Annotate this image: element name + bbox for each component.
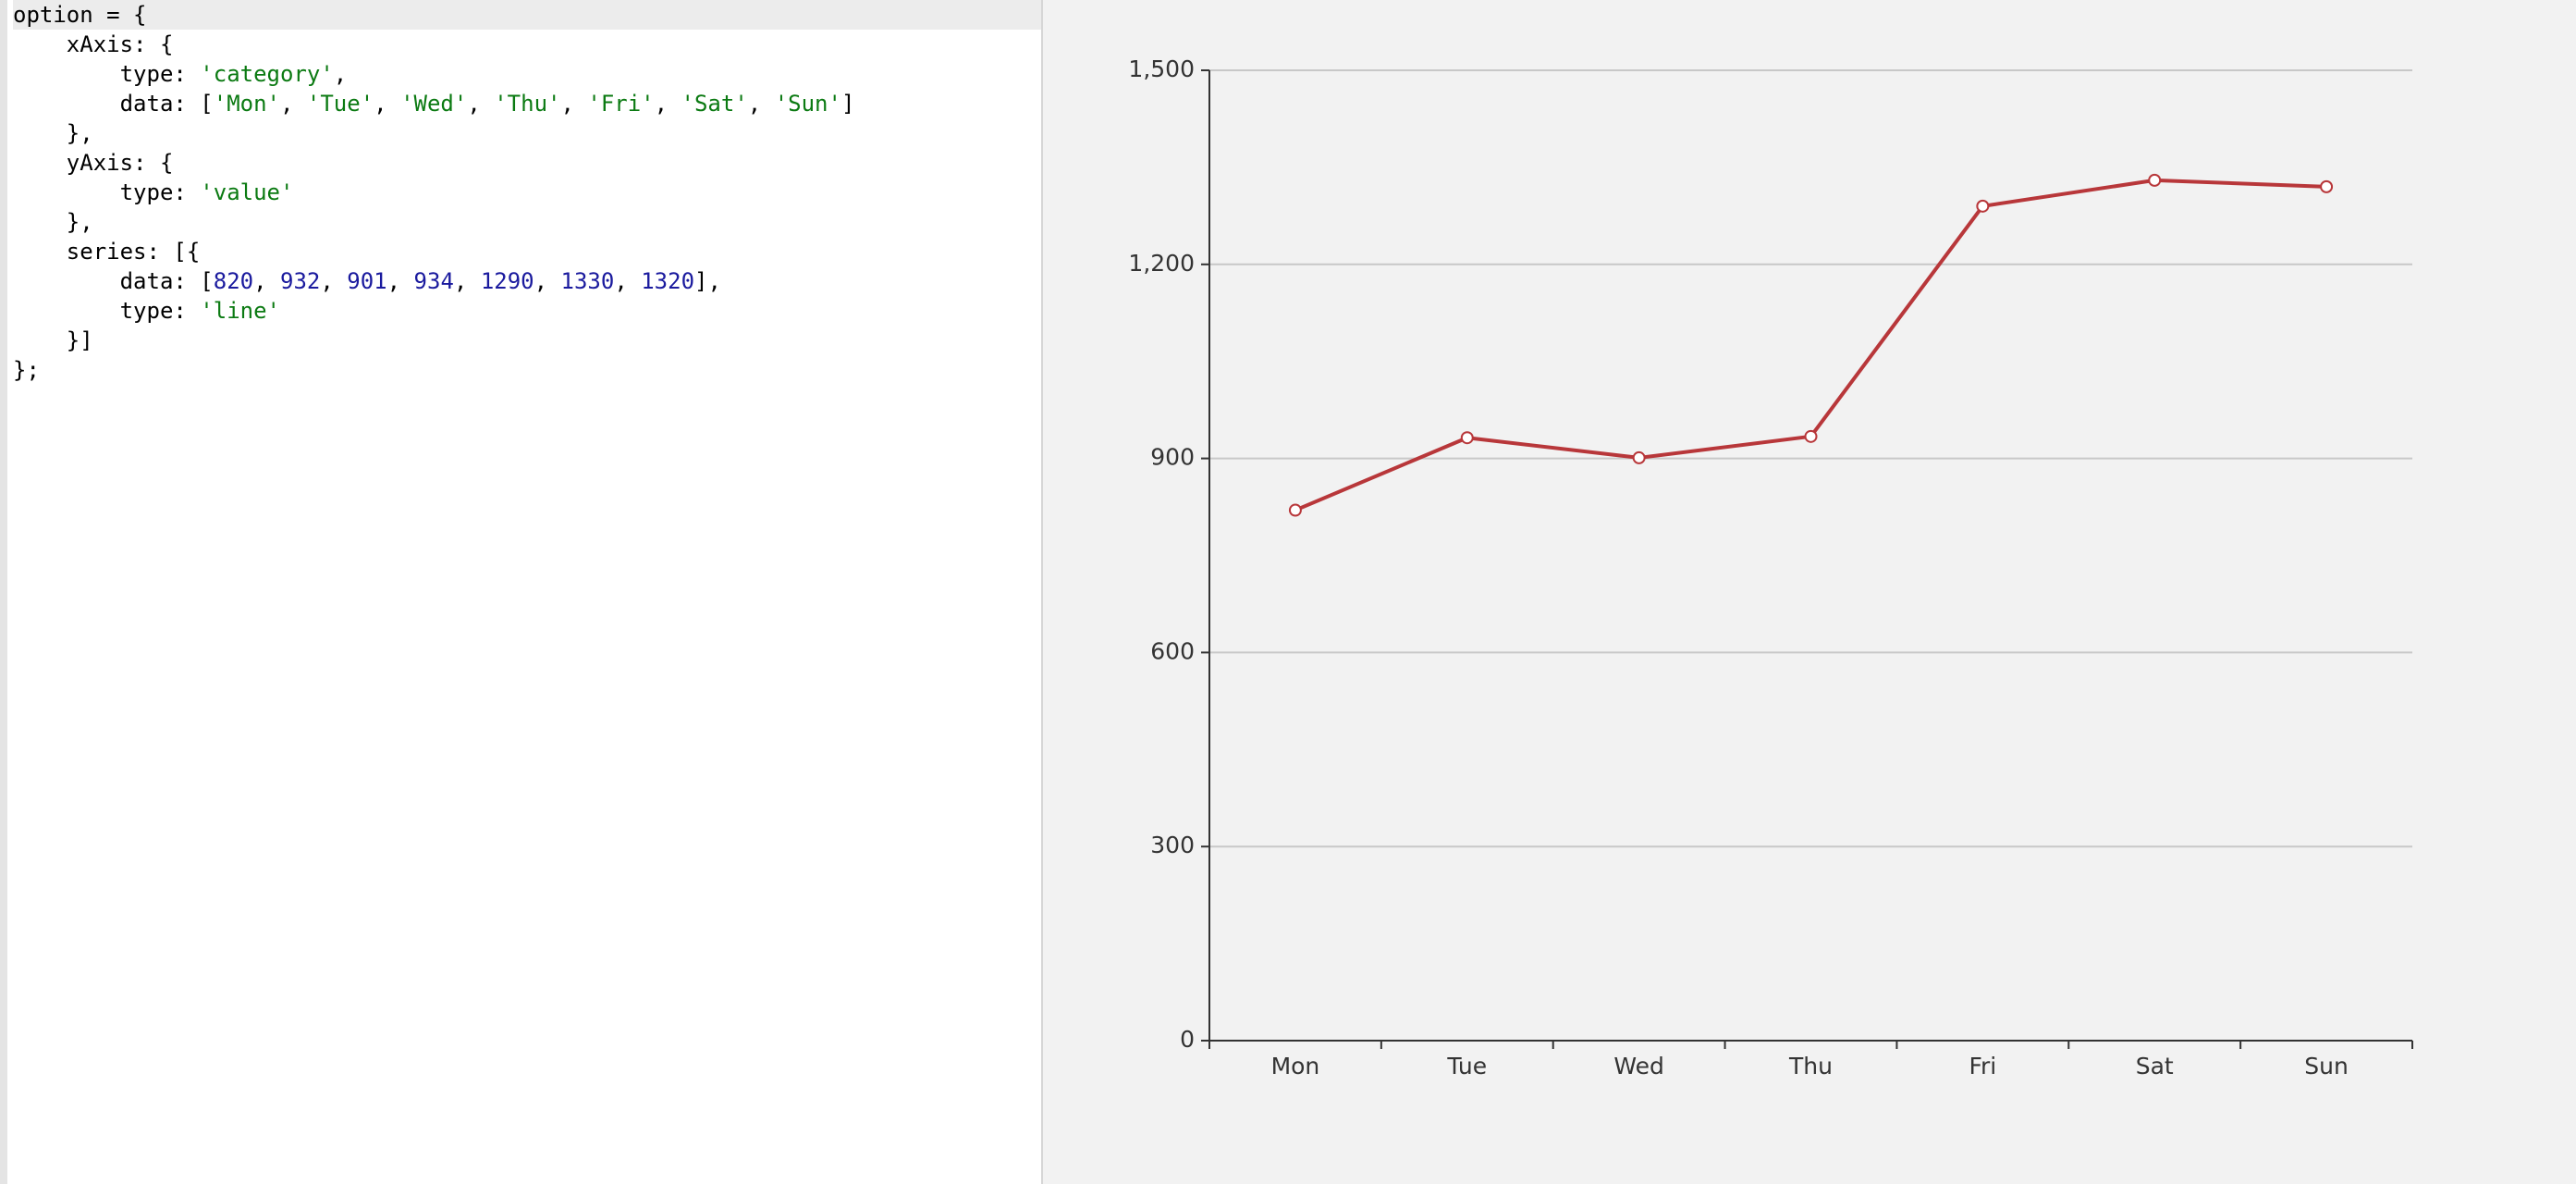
code-token: ,: [280, 91, 307, 117]
y-tick-label: 0: [1180, 1026, 1195, 1053]
code-token: ,: [453, 268, 481, 294]
x-tick-label: Sun: [2304, 1053, 2349, 1079]
code-token: },: [13, 120, 93, 146]
x-tick-label: Tue: [1446, 1053, 1487, 1079]
data-point: [2148, 173, 2162, 187]
code-token: type:: [13, 298, 201, 324]
code-token: ,: [467, 91, 495, 117]
code-token: ,: [320, 268, 348, 294]
code-token: yAxis: {: [13, 150, 174, 176]
code-line: type: 'line': [13, 296, 1041, 326]
code-line: type: 'value': [13, 178, 1041, 207]
series-line: [1294, 178, 2327, 512]
y-tick-label: 300: [1150, 832, 1195, 858]
code-token: 'Thu': [494, 91, 561, 117]
code-token: 'category': [200, 61, 334, 87]
y-tick-label: 1,500: [1128, 56, 1195, 82]
code-token: 'Sat': [681, 91, 748, 117]
code-token: ,: [747, 91, 775, 117]
code-token: }]: [13, 327, 93, 353]
code-token: ,: [374, 91, 401, 117]
code-token: 932: [280, 268, 321, 294]
code-token: 1330: [560, 268, 615, 294]
y-tick-label: 900: [1150, 444, 1195, 471]
code-token: 901: [347, 268, 387, 294]
y-tick-label: 1,200: [1128, 250, 1195, 277]
code-token: },: [13, 209, 93, 235]
code-token: ,: [333, 61, 348, 87]
code-token: type:: [13, 61, 201, 87]
code-token: ,: [560, 91, 588, 117]
code-token: ]: [840, 91, 855, 117]
data-point: [1288, 503, 1302, 517]
data-point: [1804, 429, 1818, 443]
code-token: 820: [213, 268, 254, 294]
code-editor[interactable]: option = { xAxis: { type: 'category', da…: [0, 0, 1043, 1184]
x-tick-label: Sat: [2136, 1053, 2174, 1079]
data-point: [2320, 179, 2334, 193]
code-token: };: [13, 357, 40, 383]
code-token: 'Mon': [213, 91, 280, 117]
code-token: type:: [13, 179, 201, 205]
code-token: series: [{: [13, 239, 201, 265]
code-token: 'value': [200, 179, 294, 205]
code-token: option = {: [13, 2, 147, 28]
code-token: ,: [534, 268, 561, 294]
y-tick-label: 600: [1150, 637, 1195, 664]
x-tick-label: Fri: [1969, 1053, 1996, 1079]
code: option = { xAxis: { type: 'category', da…: [13, 0, 1041, 385]
code-line: }]: [13, 326, 1041, 355]
code-line: };: [13, 355, 1041, 385]
code-token: 1320: [641, 268, 695, 294]
x-tick-label: Wed: [1613, 1053, 1664, 1079]
code-token: ],: [694, 268, 721, 294]
code-line: },: [13, 118, 1041, 148]
chart: 0 300 600 900 1,200 1,500 Mon Tue Wed Thu Fri Sat Su…: [1128, 56, 2413, 1079]
code-line: },: [13, 207, 1041, 237]
code-token: ,: [654, 91, 681, 117]
code-token: 'Tue': [306, 91, 374, 117]
code-token: xAxis: {: [13, 31, 174, 57]
gutter: [0, 0, 7, 1184]
code-token: data: [: [13, 91, 214, 117]
code-line: series: [{: [13, 237, 1041, 266]
code-line: yAxis: {: [13, 148, 1041, 178]
code-line: option = {: [13, 0, 1041, 30]
code-token: 'Fri': [587, 91, 655, 117]
code-token: 'Wed': [400, 91, 468, 117]
data-point: [1632, 450, 1646, 464]
code-token: 934: [413, 268, 454, 294]
code-token: ,: [614, 268, 642, 294]
code-line: data: [820, 932, 901, 934, 1290, 1330, 1…: [13, 266, 1041, 296]
code-token: 1290: [480, 268, 534, 294]
code-token: 'line': [200, 298, 280, 324]
code-token: data: [: [13, 268, 214, 294]
code-line: xAxis: {: [13, 30, 1041, 59]
code-token: ,: [386, 268, 414, 294]
x-tick-label: Mon: [1271, 1053, 1320, 1079]
data-point: [1460, 431, 1474, 445]
code-line: type: 'category',: [13, 59, 1041, 89]
code-line: data: ['Mon', 'Tue', 'Wed', 'Thu', 'Fri'…: [13, 89, 1041, 118]
x-tick-label: Thu: [1788, 1053, 1833, 1079]
data-point: [1976, 199, 1990, 213]
code-token: 'Sun': [774, 91, 841, 117]
code-token: ,: [253, 268, 281, 294]
